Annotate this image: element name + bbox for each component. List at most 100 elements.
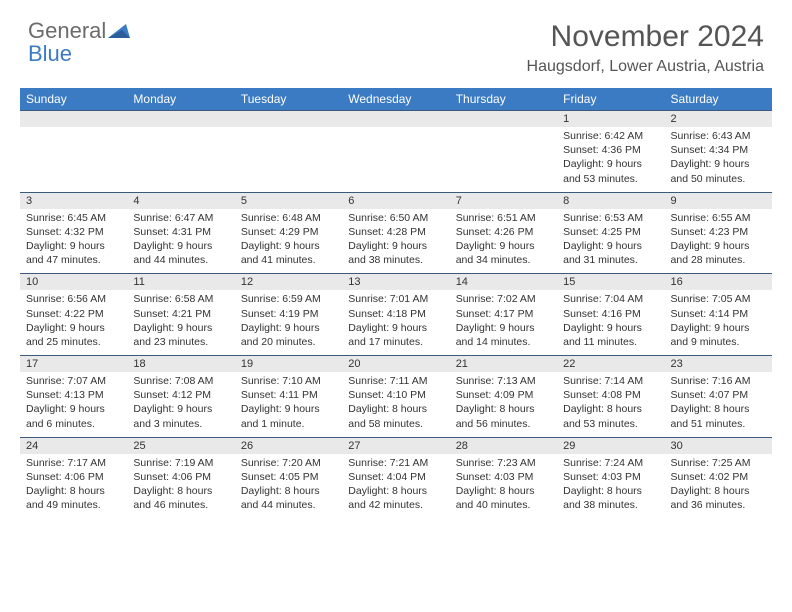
day-number: 26 [235,437,342,454]
sunset-text: Sunset: 4:06 PM [26,470,121,484]
sunset-text: Sunset: 4:13 PM [26,388,121,402]
calendar-table: Sunday Monday Tuesday Wednesday Thursday… [20,88,772,518]
day-number [127,111,234,128]
sunset-text: Sunset: 4:18 PM [348,307,443,321]
sunset-text: Sunset: 4:08 PM [563,388,658,402]
day-detail: Sunrise: 7:14 AMSunset: 4:08 PMDaylight:… [557,372,664,437]
dow-wed: Wednesday [342,88,449,111]
sunrise-text: Sunrise: 7:20 AM [241,456,336,470]
sunrise-text: Sunrise: 6:53 AM [563,211,658,225]
day-detail-row: Sunrise: 6:45 AMSunset: 4:32 PM Daylight:… [20,209,772,274]
sunset-text: Sunset: 4:03 PM [563,470,658,484]
sunrise-text: Sunrise: 6:43 AM [671,129,766,143]
dow-mon: Monday [127,88,234,111]
day-detail [127,127,234,192]
sunrise-text: Sunrise: 7:25 AM [671,456,766,470]
daylight-text: Daylight: 8 hours and 53 minutes. [563,402,658,430]
sunset-text: Sunset: 4:19 PM [241,307,336,321]
day-detail: Sunrise: 6:56 AMSunset: 4:22 PMDaylight:… [20,290,127,355]
day-detail: Sunrise: 6:45 AMSunset: 4:32 PMDaylight:… [20,209,127,274]
sunset-text: Sunset: 4:28 PM [348,225,443,239]
day-number: 23 [665,356,772,373]
day-detail: Sunrise: 7:19 AMSunset: 4:06 PMDaylight:… [127,454,234,519]
sunrise-text: Sunrise: 7:16 AM [671,374,766,388]
day-number: 8 [557,192,664,209]
sunset-text: Sunset: 4:14 PM [671,307,766,321]
sunrise-text: Sunrise: 7:13 AM [456,374,551,388]
day-detail: Sunrise: 6:58 AMSunset: 4:21 PMDaylight:… [127,290,234,355]
day-number-row: 17181920212223 [20,356,772,373]
daylight-text: Daylight: 9 hours and 3 minutes. [133,402,228,430]
sunrise-text: Sunrise: 7:14 AM [563,374,658,388]
logo-triangle-icon [108,25,130,42]
daylight-text: Daylight: 9 hours and 9 minutes. [671,321,766,349]
sunset-text: Sunset: 4:05 PM [241,470,336,484]
daylight-text: Daylight: 8 hours and 38 minutes. [563,484,658,512]
day-detail: Sunrise: 6:53 AMSunset: 4:25 PMDaylight:… [557,209,664,274]
day-detail: Sunrise: 7:17 AMSunset: 4:06 PMDaylight:… [20,454,127,519]
sunset-text: Sunset: 4:22 PM [26,307,121,321]
sunset-text: Sunset: 4:34 PM [671,143,766,157]
sunset-text: Sunset: 4:04 PM [348,470,443,484]
sunset-text: Sunset: 4:07 PM [671,388,766,402]
daylight-text: Daylight: 9 hours and 11 minutes. [563,321,658,349]
day-detail [20,127,127,192]
daylight-text: Daylight: 8 hours and 40 minutes. [456,484,551,512]
daylight-text: Daylight: 9 hours and 44 minutes. [133,239,228,267]
sunrise-text: Sunrise: 7:05 AM [671,292,766,306]
day-detail-row: Sunrise: 7:17 AMSunset: 4:06 PMDaylight:… [20,454,772,519]
title-block: November 2024 Haugsdorf, Lower Austria, … [527,20,764,76]
day-number: 12 [235,274,342,291]
day-detail: Sunrise: 7:11 AMSunset: 4:10 PMDaylight:… [342,372,449,437]
sunrise-text: Sunrise: 6:42 AM [563,129,658,143]
day-number [20,111,127,128]
header: General Blue November 2024 Haugsdorf, Lo… [0,0,792,82]
day-detail: Sunrise: 6:50 AMSunset: 4:28 PMDaylight:… [342,209,449,274]
sunrise-text: Sunrise: 6:59 AM [241,292,336,306]
sunrise-text: Sunrise: 7:01 AM [348,292,443,306]
day-number: 25 [127,437,234,454]
day-detail: Sunrise: 7:02 AMSunset: 4:17 PMDaylight:… [450,290,557,355]
sunset-text: Sunset: 4:26 PM [456,225,551,239]
day-detail [342,127,449,192]
sunset-text: Sunset: 4:11 PM [241,388,336,402]
daylight-text: Daylight: 8 hours and 46 minutes. [133,484,228,512]
sunset-text: Sunset: 4:29 PM [241,225,336,239]
sunset-text: Sunset: 4:32 PM [26,225,121,239]
day-number: 11 [127,274,234,291]
day-detail: Sunrise: 6:51 AMSunset: 4:26 PMDaylight:… [450,209,557,274]
day-number-row: 24252627282930 [20,437,772,454]
day-number [235,111,342,128]
daylight-text: Daylight: 9 hours and 25 minutes. [26,321,121,349]
sunset-text: Sunset: 4:16 PM [563,307,658,321]
day-detail: Sunrise: 7:20 AMSunset: 4:05 PMDaylight:… [235,454,342,519]
sunrise-text: Sunrise: 7:19 AM [133,456,228,470]
sunrise-text: Sunrise: 6:50 AM [348,211,443,225]
sunrise-text: Sunrise: 6:45 AM [26,211,121,225]
calendar-body: 12 Sunrise: 6:42 AMSunset: 4:36 PMDayligh… [20,111,772,519]
sunset-text: Sunset: 4:31 PM [133,225,228,239]
day-number-row: 10111213141516 [20,274,772,291]
daylight-text: Daylight: 9 hours and 31 minutes. [563,239,658,267]
day-detail: Sunrise: 6:47 AMSunset: 4:31 PMDaylight:… [127,209,234,274]
day-number: 28 [450,437,557,454]
dow-thu: Thursday [450,88,557,111]
daylight-text: Daylight: 9 hours and 28 minutes. [671,239,766,267]
day-number: 20 [342,356,449,373]
sunset-text: Sunset: 4:03 PM [456,470,551,484]
day-number: 7 [450,192,557,209]
day-number: 21 [450,356,557,373]
dow-fri: Friday [557,88,664,111]
day-detail: Sunrise: 6:59 AMSunset: 4:19 PMDaylight:… [235,290,342,355]
day-detail: Sunrise: 7:13 AMSunset: 4:09 PMDaylight:… [450,372,557,437]
day-number [450,111,557,128]
daylight-text: Daylight: 8 hours and 44 minutes. [241,484,336,512]
sunrise-text: Sunrise: 6:56 AM [26,292,121,306]
day-detail: Sunrise: 6:55 AMSunset: 4:23 PMDaylight:… [665,209,772,274]
sunrise-text: Sunrise: 6:55 AM [671,211,766,225]
day-detail: Sunrise: 7:24 AMSunset: 4:03 PMDaylight:… [557,454,664,519]
sunset-text: Sunset: 4:10 PM [348,388,443,402]
daylight-text: Daylight: 9 hours and 1 minute. [241,402,336,430]
day-detail-row: Sunrise: 6:42 AMSunset: 4:36 PMDaylight:… [20,127,772,192]
day-detail-row: Sunrise: 6:56 AMSunset: 4:22 PMDaylight:… [20,290,772,355]
